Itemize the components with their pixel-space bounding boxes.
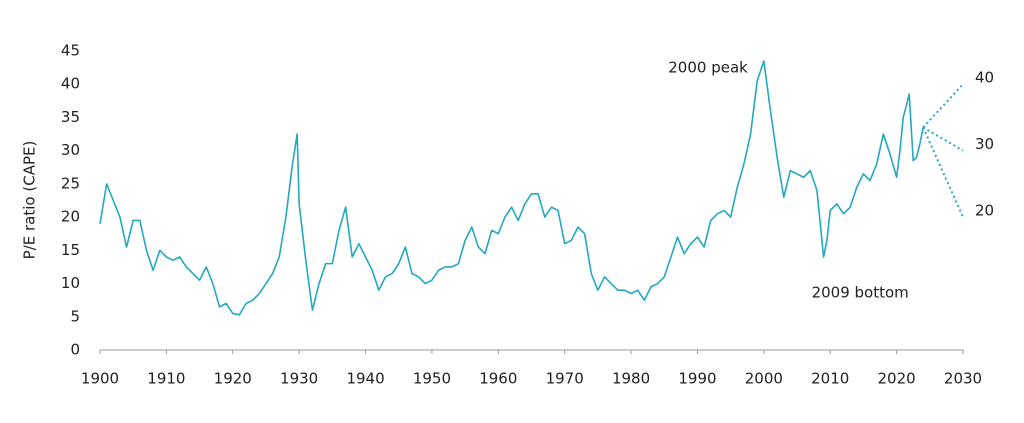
x-tick-label: 2030 [944,370,982,388]
y-tick-label: 15 [61,241,80,259]
x-tick-label: 1910 [147,370,185,388]
cape-line [99,60,924,316]
projection-line [922,83,964,129]
projection-label: 30 [975,135,994,153]
x-tick-label: 1960 [479,370,517,388]
y-axis-label: P/E ratio (CAPE) [21,141,39,260]
y-tick-label: 10 [61,274,80,292]
y-tick-label: 45 [61,42,80,60]
x-tick-label: 1980 [612,370,650,388]
x-tick-label: 2020 [878,370,916,388]
x-tick-label: 1940 [346,370,384,388]
projection-label: 20 [975,202,994,220]
annotation: 2000 peak [668,59,748,77]
y-tick-label: 5 [70,307,80,325]
y-tick-label: 0 [70,341,80,359]
y-tick-label: 35 [61,108,80,126]
x-tick-label: 2000 [745,370,783,388]
y-tick-label: 25 [61,174,80,192]
y-tick-label: 20 [61,208,80,226]
x-tick-label: 1920 [214,370,252,388]
x-tick-label: 1900 [81,370,119,388]
x-tick-label: 2010 [811,370,849,388]
projection-line [922,126,964,152]
annotation: 2009 bottom [812,284,909,302]
x-tick-label: 1950 [413,370,451,388]
x-tick-label: 1930 [280,370,318,388]
y-tick-label: 30 [61,141,80,159]
projection-label: 40 [975,69,994,87]
projection-line [922,127,964,218]
y-tick-label: 40 [61,75,80,93]
x-tick-label: 1990 [678,370,716,388]
x-tick-label: 1970 [546,370,584,388]
